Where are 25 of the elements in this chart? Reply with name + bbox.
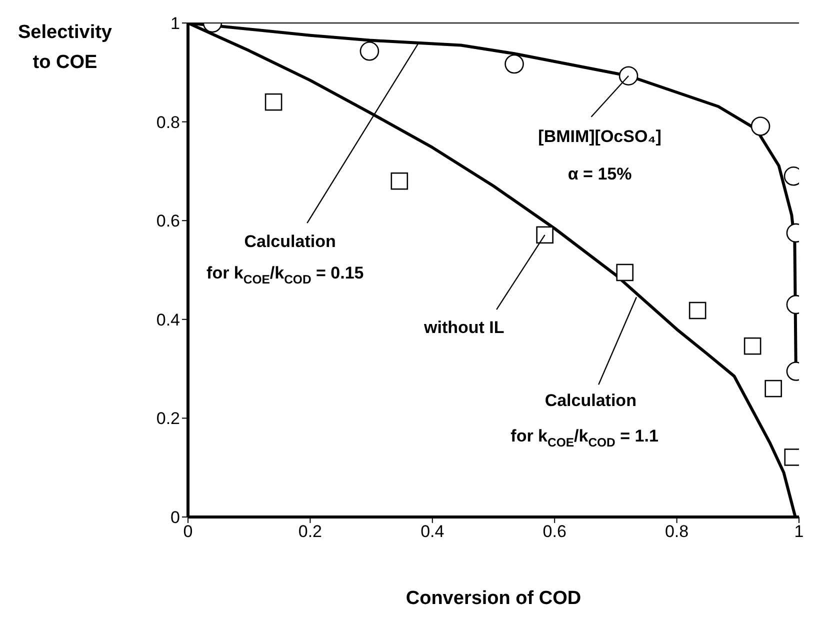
annotation: [BMIM][OcSO₄] α = 15% <box>538 126 662 184</box>
point <box>536 226 554 244</box>
y-tick-label: 0.6 <box>156 212 180 231</box>
x-tick-label: 1 <box>794 522 804 542</box>
annotation: without IL <box>423 317 504 336</box>
x-axis-title: Conversion of COD <box>406 588 582 609</box>
y-axis-title: Selectivity to COE <box>18 22 112 73</box>
y-tick-label: 1 <box>170 14 180 34</box>
x-tick-label: 0.8 <box>664 522 689 542</box>
point <box>744 337 762 355</box>
point <box>764 380 782 398</box>
point <box>616 264 634 282</box>
y-tick-label: 0 <box>170 508 180 528</box>
point <box>688 302 706 320</box>
y-tick-label: 0.8 <box>156 112 180 132</box>
point <box>390 172 408 190</box>
annotation: Calculation for k$_{COE}$/k$_{COD}$ = 1.1 <box>510 390 658 450</box>
y-tick-label: 0.2 <box>156 409 180 428</box>
annotation: Calculation for k$_{COE}$/k$_{COD}$ = 0.15 <box>206 231 364 286</box>
x-tick-label: 0.2 <box>298 522 322 542</box>
y-tick-label: 0.4 <box>156 310 180 330</box>
x-tick-label: 0.4 <box>420 522 444 542</box>
x-tick-label: 0.6 <box>542 522 566 542</box>
x-tick-label: 0 <box>183 522 193 542</box>
point <box>264 93 282 111</box>
